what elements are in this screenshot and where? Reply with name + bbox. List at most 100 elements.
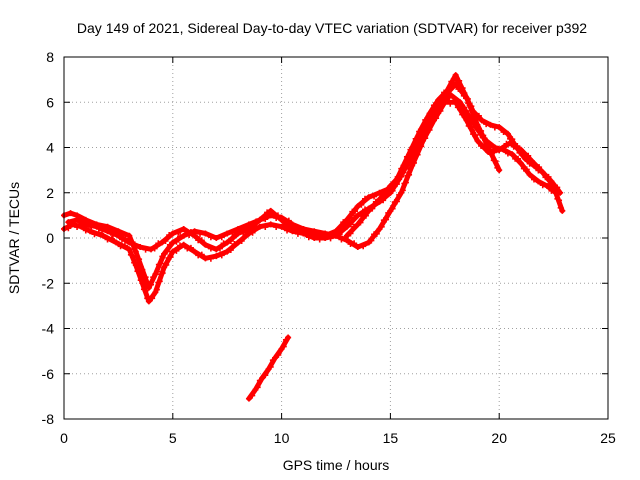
data-point-marker xyxy=(525,152,532,159)
data-point-marker xyxy=(391,180,398,187)
data-point-marker xyxy=(437,107,444,114)
data-point-marker xyxy=(259,375,266,382)
series-track-line xyxy=(65,99,557,252)
data-point-marker xyxy=(284,227,291,234)
data-point-marker xyxy=(87,228,94,235)
data-point-marker xyxy=(410,151,417,158)
data-point-marker xyxy=(198,237,205,244)
data-point-marker xyxy=(354,203,361,210)
data-point-marker xyxy=(69,219,76,226)
data-point-marker xyxy=(475,112,482,119)
data-point-marker xyxy=(267,363,274,370)
data-point-marker xyxy=(384,187,391,194)
data-point-marker xyxy=(463,94,470,101)
data-point-marker xyxy=(467,123,474,130)
x-tick-label: 10 xyxy=(274,430,290,446)
y-tick-label: -4 xyxy=(42,321,55,337)
data-point-marker xyxy=(535,178,542,185)
data-point-marker xyxy=(65,225,72,232)
data-point-marker xyxy=(207,255,214,262)
data-point-marker xyxy=(137,244,144,251)
series-track-c xyxy=(65,99,557,253)
data-point-marker xyxy=(156,278,163,285)
data-point-marker xyxy=(150,274,157,281)
data-point-marker xyxy=(213,253,220,260)
data-point-marker xyxy=(478,117,485,124)
series-track-line xyxy=(61,72,563,291)
data-point-marker xyxy=(108,235,115,242)
data-point-marker xyxy=(376,189,383,196)
data-point-marker xyxy=(528,158,535,165)
data-point-marker xyxy=(162,238,169,245)
data-point-marker xyxy=(278,216,285,223)
data-point-marker xyxy=(142,246,149,253)
data-point-marker xyxy=(202,241,209,248)
plot-frame xyxy=(63,56,609,420)
data-point-marker xyxy=(499,146,506,152)
data-point-marker xyxy=(294,227,301,234)
axis-ticks: 0 5 10 15 20 25 -8 -6 -4 -2 0 2 4 6 8 xyxy=(42,49,616,446)
data-point-marker xyxy=(132,262,139,269)
data-point-marker xyxy=(472,132,479,139)
data-point-marker xyxy=(285,221,292,228)
data-point-marker xyxy=(343,232,350,239)
data-point-marker xyxy=(273,224,280,231)
data-point-marker xyxy=(256,223,263,230)
data-point-marker xyxy=(536,164,543,171)
data-point-marker xyxy=(180,241,187,248)
data-point-marker xyxy=(311,228,318,235)
data-point-marker xyxy=(474,137,481,144)
data-point-marker xyxy=(95,229,102,236)
data-point-marker xyxy=(539,169,546,176)
data-point-marker xyxy=(557,204,564,211)
data-point-marker xyxy=(249,392,256,399)
y-tick-label: 8 xyxy=(46,49,54,65)
data-point-marker xyxy=(517,160,524,167)
data-point-marker xyxy=(433,115,440,122)
data-point-marker xyxy=(347,230,354,237)
data-point-marker xyxy=(379,194,386,201)
data-point-marker xyxy=(338,236,345,243)
data-point-marker xyxy=(371,193,378,200)
y-tick-label: -8 xyxy=(42,411,55,427)
data-point-marker xyxy=(235,230,242,237)
data-point-marker xyxy=(169,230,176,237)
data-point-marker xyxy=(93,223,100,230)
data-point-marker xyxy=(148,281,155,288)
y-tick-label: -6 xyxy=(42,366,55,382)
data-point-marker xyxy=(149,295,156,302)
data-point-marker xyxy=(389,205,396,212)
data-point-marker xyxy=(418,136,425,143)
data-point-marker xyxy=(113,239,120,246)
data-point-marker xyxy=(406,171,413,178)
data-point-marker xyxy=(216,245,223,252)
data-point-marker xyxy=(368,237,375,244)
series-track-a xyxy=(61,72,564,291)
series-track-d xyxy=(343,81,503,239)
data-point-marker xyxy=(360,243,367,250)
data-point-marker xyxy=(481,135,488,142)
data-point-marker xyxy=(289,225,296,232)
x-tick-label: 20 xyxy=(491,430,507,446)
data-point-marker xyxy=(487,121,494,128)
data-point-marker xyxy=(213,235,220,241)
y-axis-label: SDTVAR / TECUs xyxy=(6,182,22,294)
data-point-marker xyxy=(373,230,380,237)
data-point-marker xyxy=(272,354,279,361)
data-point-marker xyxy=(231,231,238,238)
data-point-marker xyxy=(357,219,364,226)
data-point-marker xyxy=(500,129,507,136)
data-point-marker xyxy=(469,108,476,115)
data-point-marker xyxy=(278,223,285,230)
data-point-marker xyxy=(378,223,385,230)
data-point-marker xyxy=(173,238,180,245)
data-point-marker xyxy=(316,236,323,243)
data-point-marker xyxy=(202,230,209,237)
data-point-marker xyxy=(227,247,234,254)
data-point-marker xyxy=(224,239,231,246)
data-point-marker xyxy=(256,216,263,223)
data-point-marker xyxy=(267,207,274,214)
data-point-marker xyxy=(231,241,238,248)
data-point-marker xyxy=(333,232,339,239)
data-point-marker xyxy=(154,268,161,275)
